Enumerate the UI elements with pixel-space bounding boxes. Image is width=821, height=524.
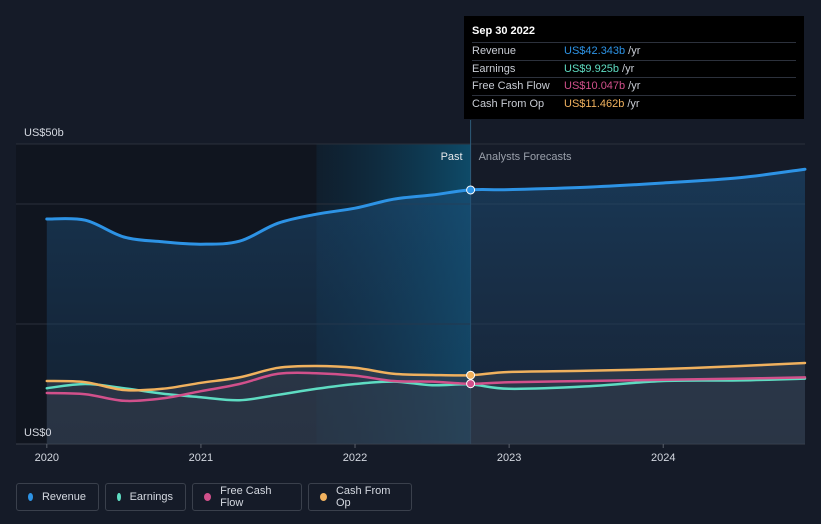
tooltip-row-cash-from-op: Cash From Op US$11.462b /yr	[472, 94, 796, 113]
x-tick-label: 2020	[35, 452, 59, 464]
tooltip-unit: /yr	[627, 97, 640, 110]
marker-revenue	[466, 185, 476, 195]
past-label: Past	[441, 151, 463, 163]
x-tick-label: 2021	[189, 452, 213, 464]
series-line-cfo	[45, 361, 807, 392]
series-line-earnings	[45, 377, 807, 402]
legend-item-free-cash-flow[interactable]: Free Cash Flow	[192, 483, 302, 511]
tooltip-row-free-cash-flow: Free Cash Flow US$10.047b /yr	[472, 77, 796, 95]
x-tick-label: 2022	[343, 452, 367, 464]
legend-dot-icon	[320, 493, 327, 501]
tooltip: Sep 30 2022 Revenue US$42.343b /yr Earni…	[464, 16, 804, 119]
tooltip-unit: /yr	[622, 62, 635, 75]
forecast-label: Analysts Forecasts	[479, 151, 572, 163]
tooltip-row-revenue: Revenue US$42.343b /yr	[472, 42, 796, 60]
tooltip-value: US$42.343b	[564, 45, 626, 57]
legend-dot-icon	[117, 493, 121, 501]
series-line-revenue	[45, 167, 807, 246]
marker-cfo	[466, 370, 476, 380]
chart-legend: Revenue Earnings Free Cash Flow Cash Fro…	[16, 483, 412, 511]
tooltip-value: US$11.462b	[564, 97, 625, 110]
marker-fcf	[466, 379, 476, 389]
tooltip-row-earnings: Earnings US$9.925b /yr	[472, 59, 796, 78]
tooltip-label: Revenue	[472, 45, 517, 57]
legend-item-revenue[interactable]: Revenue	[16, 483, 99, 511]
tooltip-label: Cash From Op	[472, 97, 545, 110]
legend-label: Earnings	[129, 491, 173, 503]
tooltip-label: Earnings	[472, 62, 516, 75]
legend-label: Free Cash Flow	[220, 485, 272, 509]
tooltip-unit: /yr	[628, 80, 641, 92]
legend-dot-icon	[28, 493, 33, 501]
x-tick-label: 2023	[497, 452, 521, 464]
y-axis-bottom-label: US$0	[24, 427, 52, 439]
legend-dot-icon	[204, 493, 212, 501]
tooltip-value: US$10.047b	[564, 80, 626, 92]
tooltip-value: US$9.925b	[564, 62, 620, 75]
x-tick-label: 2024	[651, 452, 675, 464]
tooltip-unit: /yr	[628, 45, 641, 57]
y-axis-top-label: US$50b	[24, 127, 64, 139]
tooltip-label: Free Cash Flow	[472, 80, 550, 92]
legend-label: Revenue	[41, 491, 86, 503]
series-line-fcf	[45, 371, 807, 403]
legend-item-cash-from-op[interactable]: Cash From Op	[308, 483, 412, 511]
tooltip-date: Sep 30 2022	[472, 25, 535, 37]
legend-label: Cash From Op	[335, 485, 391, 509]
legend-item-earnings[interactable]: Earnings	[105, 483, 186, 511]
